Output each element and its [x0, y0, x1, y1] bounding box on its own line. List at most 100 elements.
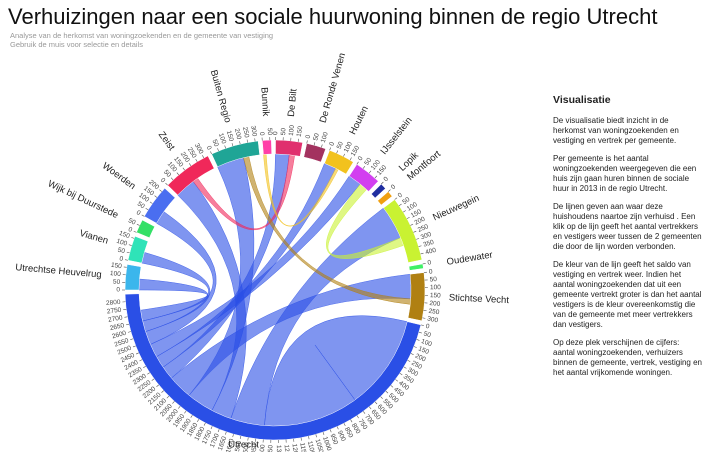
tick-mark — [239, 141, 241, 145]
tick-mark — [322, 432, 325, 436]
tick-mark — [385, 390, 389, 394]
tick-mark — [136, 223, 140, 226]
group-arc — [167, 155, 215, 196]
tick-label: 300 — [406, 367, 419, 379]
tick-mark — [420, 252, 424, 255]
tick-label: 1000 — [321, 436, 332, 452]
tick-mark — [390, 385, 394, 388]
tick-mark — [203, 422, 206, 426]
tick-label: 50 — [280, 127, 287, 135]
tick-mark — [224, 145, 226, 149]
info-panel: Visualisatie De visualisatie biedt inzic… — [553, 94, 703, 386]
tick-label: 1150 — [298, 442, 307, 452]
tick-label: 50 — [211, 138, 220, 148]
tick-mark — [413, 230, 417, 233]
tick-mark — [380, 396, 383, 399]
tick-mark — [127, 331, 131, 333]
tick-mark — [395, 379, 399, 382]
group-arc — [275, 139, 303, 157]
tick-label: 50 — [363, 156, 373, 166]
tick-label: 1500 — [242, 442, 252, 452]
tick-label: 250 — [428, 308, 440, 316]
tick-label: 150 — [225, 130, 235, 143]
tick-mark — [329, 429, 332, 433]
group-label: Stichtse Vecht — [449, 292, 510, 306]
chart-title: Verhuizingen naar een sociale huurwoning… — [8, 4, 658, 29]
tick-mark — [190, 415, 193, 418]
tick-mark — [416, 339, 420, 341]
tick-mark — [418, 245, 422, 247]
group-arc — [261, 139, 272, 155]
tick-mark — [410, 353, 414, 355]
tick-label: 200 — [233, 128, 242, 141]
tick-mark — [381, 181, 384, 185]
tick-label: 850 — [343, 426, 354, 439]
tick-label: 2650 — [109, 322, 125, 332]
group-label: De Bilt — [286, 88, 300, 117]
tick-label: 0 — [382, 175, 390, 183]
tick-mark — [394, 197, 398, 200]
tick-label: 1450 — [250, 443, 259, 452]
tick-label: 300 — [427, 316, 439, 325]
tick-label: 100 — [320, 131, 330, 144]
tick-mark — [422, 317, 426, 319]
tick-label: 800 — [350, 422, 362, 435]
group-label: Houten — [347, 104, 370, 136]
tick-label: 200 — [413, 215, 426, 226]
tick-label: 0 — [429, 268, 434, 275]
group-arc — [303, 143, 326, 163]
panel-paragraph: De kleur van de lijn geeft het saldo van… — [553, 260, 702, 330]
tick-label: 1250 — [283, 444, 291, 452]
tick-mark — [210, 426, 213, 430]
tick-mark — [154, 195, 158, 198]
tick-label: 150 — [296, 125, 305, 137]
tick-mark — [321, 144, 323, 148]
group-arc — [383, 199, 423, 263]
tick-mark — [225, 431, 227, 435]
tick-mark — [403, 210, 406, 213]
group-label: Wijk bij Duurstede — [46, 178, 120, 221]
tick-mark — [315, 434, 317, 438]
tick-mark — [124, 259, 129, 261]
tick-label: 50 — [266, 128, 273, 136]
tick-mark — [407, 359, 411, 362]
tick-mark — [165, 182, 168, 186]
tick-mark — [369, 406, 372, 410]
tick-label: 2550 — [114, 337, 130, 348]
tick-mark — [313, 142, 316, 146]
group-arc — [407, 272, 426, 322]
panel-paragraph: De lijnen geven aan waar deze huishouden… — [553, 202, 702, 252]
tick-label: 0 — [397, 192, 404, 200]
tick-mark — [420, 324, 424, 326]
tick-mark — [135, 352, 139, 355]
tick-mark — [399, 372, 403, 376]
tick-mark — [131, 237, 135, 239]
tick-mark — [300, 437, 302, 441]
tick-mark — [418, 331, 422, 334]
tick-mark — [363, 411, 366, 414]
tick-mark — [336, 426, 339, 430]
panel-paragraph: De visualisatie biedt inzicht in de herk… — [553, 116, 679, 146]
tick-mark — [130, 338, 134, 341]
tick-label: 100 — [110, 270, 122, 278]
tick-label: 0 — [425, 323, 431, 331]
tick-mark — [161, 390, 164, 393]
tick-mark — [422, 263, 426, 265]
tick-label: 100 — [420, 338, 433, 348]
tick-label: 200 — [429, 300, 441, 308]
tick-label: 900 — [336, 430, 347, 443]
tick-label: 100 — [115, 238, 128, 248]
group-arc — [377, 191, 393, 206]
group-arc — [211, 140, 260, 168]
tick-label: 2600 — [111, 330, 127, 341]
tick-label: 50 — [136, 201, 146, 211]
tick-mark — [178, 406, 181, 409]
group-label: Buiten Regio — [208, 69, 233, 124]
tick-mark — [368, 170, 372, 174]
tick-label: 50 — [162, 169, 172, 179]
tick-mark — [398, 203, 402, 206]
tick-mark — [145, 208, 149, 211]
group-label: IJsselstein — [378, 115, 414, 157]
tick-label: 150 — [430, 292, 441, 299]
panel-title: Visualisatie — [553, 94, 611, 106]
